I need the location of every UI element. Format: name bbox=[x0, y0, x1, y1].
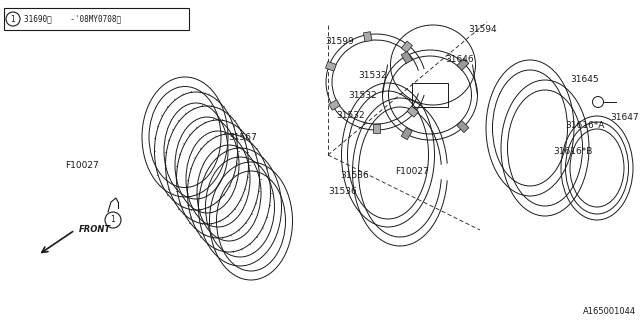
Bar bbox=[329, 100, 340, 110]
Text: 31646: 31646 bbox=[445, 55, 474, 65]
Bar bbox=[412, 83, 448, 107]
Bar bbox=[407, 106, 419, 117]
Bar bbox=[4, 8, 189, 30]
Text: 31532: 31532 bbox=[336, 110, 365, 119]
Text: A165001044: A165001044 bbox=[583, 307, 636, 316]
Text: 31536: 31536 bbox=[340, 171, 369, 180]
Text: 31594: 31594 bbox=[468, 25, 497, 34]
Text: 31690〈    -'08MY0708〉: 31690〈 -'08MY0708〉 bbox=[24, 14, 121, 23]
Bar bbox=[401, 41, 412, 52]
Text: 1: 1 bbox=[11, 14, 15, 23]
Bar bbox=[364, 32, 372, 42]
Text: 31567: 31567 bbox=[228, 132, 257, 141]
Text: 31599: 31599 bbox=[325, 37, 354, 46]
Bar bbox=[457, 121, 469, 132]
Bar bbox=[326, 61, 337, 71]
Text: 31536: 31536 bbox=[328, 188, 356, 196]
Bar bbox=[457, 58, 469, 70]
Text: 31532: 31532 bbox=[348, 91, 376, 100]
Text: F10027: F10027 bbox=[65, 161, 99, 170]
Bar bbox=[401, 51, 412, 63]
Text: 31616*A: 31616*A bbox=[565, 121, 604, 130]
Text: 31645: 31645 bbox=[570, 76, 598, 84]
Bar bbox=[401, 128, 412, 140]
Bar bbox=[372, 124, 380, 132]
Text: 1: 1 bbox=[111, 215, 115, 225]
Text: 31532: 31532 bbox=[358, 70, 387, 79]
Text: 31647: 31647 bbox=[610, 114, 639, 123]
Text: F10027: F10027 bbox=[395, 167, 429, 177]
Text: 31616*B: 31616*B bbox=[553, 148, 593, 156]
Text: FRONT: FRONT bbox=[79, 226, 111, 235]
